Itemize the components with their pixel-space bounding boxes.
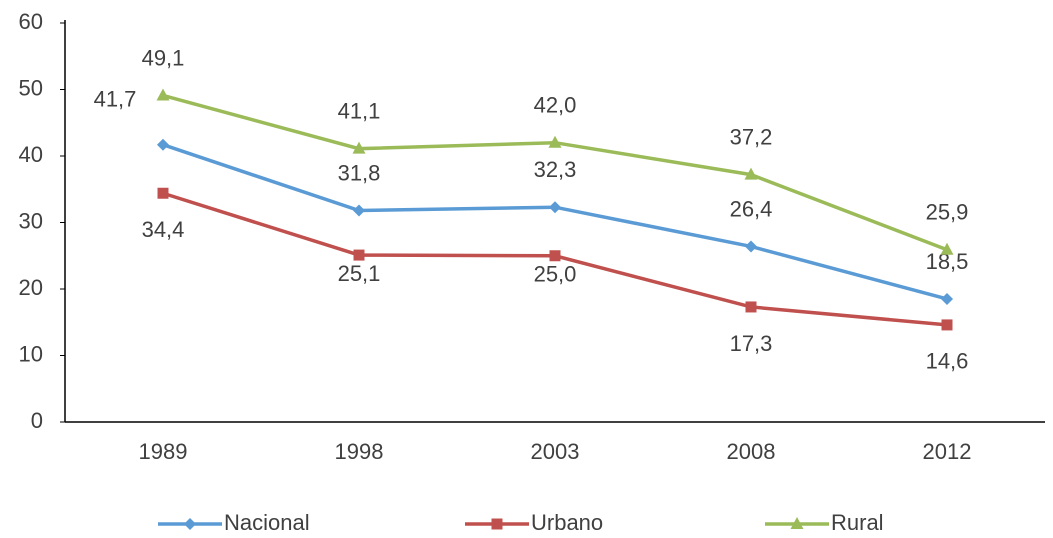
data-label: 41,1 <box>338 98 381 123</box>
marker <box>744 167 758 180</box>
marker <box>941 319 953 331</box>
x-tick-label: 1989 <box>139 439 188 464</box>
x-tick-label: 1998 <box>335 439 384 464</box>
data-label: 42,0 <box>534 93 577 118</box>
y-tick-label: 40 <box>19 142 43 167</box>
x-tick-label: 2003 <box>531 439 580 464</box>
y-tick-label: 30 <box>19 208 43 233</box>
x-tick-label: 2012 <box>923 439 972 464</box>
y-tick-label: 60 <box>19 9 43 34</box>
x-tick-label: 2008 <box>727 439 776 464</box>
marker <box>549 201 561 214</box>
marker <box>491 518 503 530</box>
marker <box>157 138 169 151</box>
data-label: 41,7 <box>94 87 137 112</box>
data-label: 32,3 <box>534 157 577 182</box>
marker <box>353 249 365 261</box>
data-label: 25,9 <box>926 200 969 225</box>
marker <box>745 301 757 313</box>
data-label: 49,1 <box>142 45 185 70</box>
marker <box>548 135 562 148</box>
marker <box>940 242 954 255</box>
y-tick-label: 50 <box>19 75 43 100</box>
marker <box>352 141 366 154</box>
marker <box>157 187 169 199</box>
legend-label: Urbano <box>531 510 603 535</box>
data-label: 25,0 <box>534 262 577 287</box>
y-tick-label: 10 <box>19 341 43 366</box>
marker <box>549 250 561 262</box>
marker <box>745 240 757 253</box>
marker <box>184 518 196 530</box>
data-label: 14,6 <box>926 349 969 374</box>
y-tick-label: 0 <box>31 408 43 433</box>
marker <box>156 88 170 101</box>
data-label: 26,4 <box>730 196 773 221</box>
marker <box>790 517 804 529</box>
marker <box>353 204 365 217</box>
y-tick-label: 20 <box>19 275 43 300</box>
data-label: 17,3 <box>730 331 773 356</box>
legend-label: Nacional <box>224 510 310 535</box>
data-label: 31,8 <box>338 160 381 185</box>
marker <box>941 292 953 305</box>
data-label: 25,1 <box>338 261 381 286</box>
data-label: 34,4 <box>142 217 185 242</box>
legend-label: Rural <box>831 510 884 535</box>
data-label: 37,2 <box>730 124 773 149</box>
